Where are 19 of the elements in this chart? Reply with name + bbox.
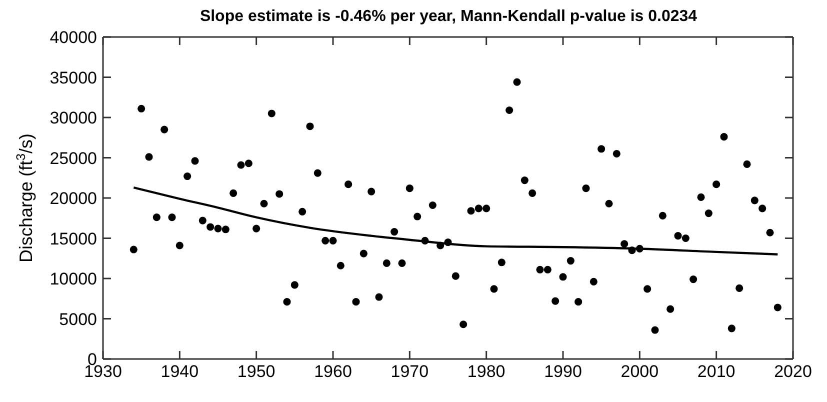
chart-title: Slope estimate is -0.46% per year, Mann-Kendall p-value is 0.0234 xyxy=(198,8,698,27)
y-tick-label: 25000 xyxy=(50,148,97,168)
x-tick-label: 1950 xyxy=(237,362,276,382)
y-tick-label: 5000 xyxy=(59,310,97,329)
y-tick-label: 10000 xyxy=(50,270,97,289)
y-tick-label: 30000 xyxy=(50,108,97,128)
x-tick-label: 1980 xyxy=(467,362,506,382)
x-tick-label: 1970 xyxy=(390,362,429,382)
y-tick-label: 20000 xyxy=(50,189,97,208)
x-tick-label: 1990 xyxy=(544,362,582,382)
y-tick-label: 15000 xyxy=(50,229,97,248)
y-tick-label: 35000 xyxy=(50,68,97,88)
x-tick-label: 2010 xyxy=(697,362,736,382)
line-series xyxy=(132,186,779,256)
x-tick-label: 2020 xyxy=(774,362,812,382)
x-tick-label: 1940 xyxy=(160,362,199,382)
x-tick-label: 1960 xyxy=(314,362,352,382)
x-tick-label: 2000 xyxy=(620,362,659,382)
y-tick-label: 40000 xyxy=(50,28,97,48)
